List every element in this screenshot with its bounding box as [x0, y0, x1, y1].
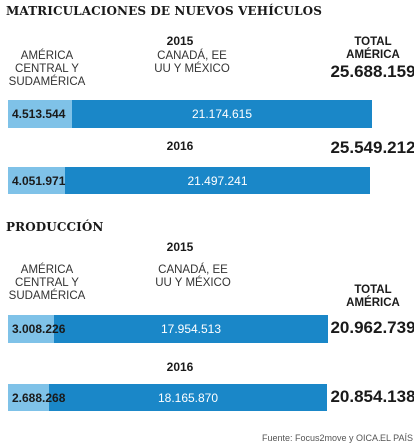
- stacked-bar: 2.688.268 18.165.870: [8, 384, 327, 411]
- region-label-latam: AMÉRICA CENTRAL Y SUDAMÉRICA: [8, 50, 86, 88]
- year-label: 2015: [166, 240, 194, 254]
- bar-segment-latam: [8, 384, 49, 411]
- total-value: 20.854.138: [330, 387, 414, 406]
- bar-segment-northam: [65, 167, 370, 194]
- section-title-registrations: MATRICULACIONES DE NUEVOS VEHÍCULOS: [6, 4, 322, 18]
- section-title-production: PRODUCCIÓN: [6, 220, 104, 234]
- stacked-bar: 4.513.544 21.174.615: [8, 100, 372, 128]
- year-label: 2016: [166, 139, 194, 153]
- value-label-latam: 4.513.544: [12, 107, 66, 121]
- brand-label: EL PAÍS: [380, 433, 414, 443]
- total-value: 25.688.159: [330, 62, 414, 81]
- value-label-northam: 21.497.241: [187, 173, 248, 188]
- value-label-northam: 21.174.615: [191, 107, 253, 121]
- region-label-northam: CANADÁ, EE UU Y MÉXICO: [154, 50, 230, 75]
- stacked-bar: 3.008.226 17.954.513: [8, 315, 328, 343]
- bar-segment-latam: [8, 167, 65, 194]
- region-label-northam: CANADÁ, EE UU Y MÉXICO: [155, 264, 231, 289]
- year-label: 2015: [166, 34, 194, 48]
- total-value: 25.549.212: [330, 138, 414, 157]
- region-label-latam: AMÉRICA CENTRAL Y SUDAMÉRICA: [8, 264, 86, 302]
- bar-segment-northam: [54, 315, 328, 343]
- value-label-northam: 17.954.513: [160, 322, 222, 336]
- value-label-northam: 18.165.870: [157, 390, 219, 405]
- value-label-latam: 3.008.226: [12, 322, 66, 336]
- total-header: TOTAL AMÉRICA: [346, 284, 400, 309]
- value-label-latam: 4.051.971: [12, 173, 66, 188]
- bar-segment-northam: [72, 100, 372, 128]
- total-value: 20.962.739: [330, 318, 414, 337]
- source-note: Fuente: Focus2move y OICA.: [262, 433, 381, 443]
- year-label: 2016: [166, 360, 194, 374]
- bar-segment-latam: [8, 315, 54, 343]
- bar-segment-northam: [49, 384, 327, 411]
- bar-segment-latam: [8, 100, 72, 128]
- total-header: TOTAL AMÉRICA: [346, 36, 400, 61]
- stacked-bar: 4.051.971 21.497.241: [8, 167, 370, 194]
- value-label-latam: 2.688.268: [12, 390, 66, 405]
